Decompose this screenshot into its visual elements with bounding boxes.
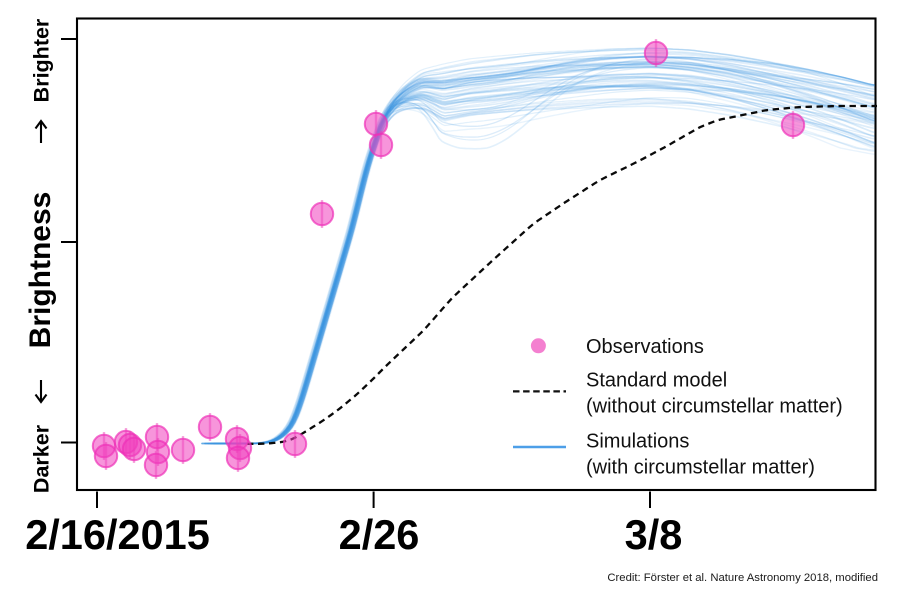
svg-text:Darker: Darker xyxy=(30,424,54,493)
svg-text:2/16/2015: 2/16/2015 xyxy=(25,511,210,558)
svg-text:Brighter: Brighter xyxy=(30,18,54,102)
svg-text:(with circumstellar matter): (with circumstellar matter) xyxy=(586,457,815,479)
svg-text:Brightness: Brightness xyxy=(24,192,57,349)
svg-text:Credit: Förster et al. Nature: Credit: Förster et al. Nature Astronomy … xyxy=(607,572,878,584)
svg-text:(without circumstellar matter): (without circumstellar matter) xyxy=(586,396,843,418)
svg-text:Simulations: Simulations xyxy=(586,431,689,453)
svg-text:Standard model: Standard model xyxy=(586,370,727,392)
svg-text:2/26: 2/26 xyxy=(339,511,420,558)
svg-text:3/8: 3/8 xyxy=(625,511,683,558)
svg-text:Observations: Observations xyxy=(586,336,704,358)
